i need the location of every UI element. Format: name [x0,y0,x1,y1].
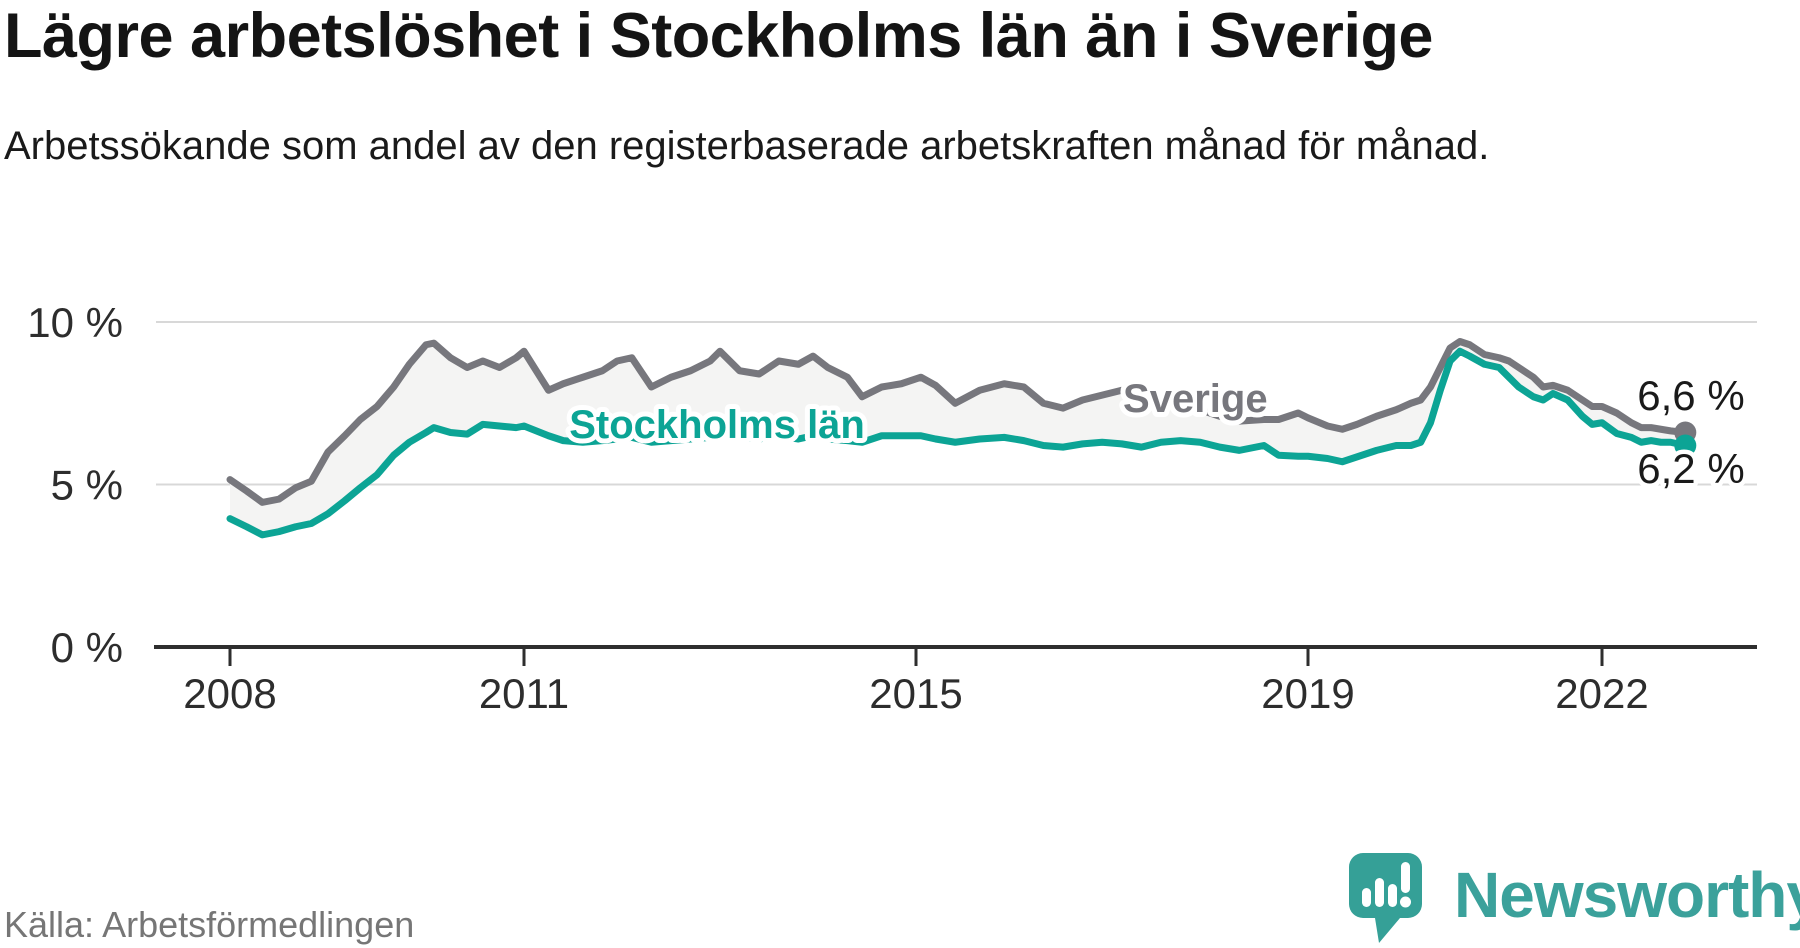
chart-subtitle: Arbetssökande som andel av den registerb… [4,124,1490,168]
logo-bar-3 [1388,884,1397,907]
x-tick-label-2011: 2011 [479,670,569,717]
series-gap-area [230,341,1686,535]
y-tick-label-0: 0 % [51,624,123,671]
newsworthy-logo-text: Newsworthy [1454,859,1800,931]
end-value-label-sverige: 6,6 % [1637,372,1744,419]
x-tick-label-2019: 2019 [1261,670,1354,717]
logo-exclamation-bar [1401,862,1410,893]
x-tick-label-2015: 2015 [869,670,962,717]
x-tick-label-2008: 2008 [183,670,276,717]
series-line-sverige [226,338,1689,506]
y-tick-label-5: 5 % [51,462,123,509]
series-label-stockholms-lan: Stockholms län [569,403,865,447]
logo-exclamation-dot [1400,896,1411,908]
speech-bubble-shape [1349,853,1422,943]
series-label-sverige: Sverige [1123,377,1268,421]
series-line-stockholms-lan [226,347,1689,539]
logo-bar-1 [1362,888,1371,907]
newsworthy-logo-icon [1349,853,1422,943]
x-tick-label-2022: 2022 [1555,670,1648,717]
y-tick-label-10: 10 % [27,299,123,346]
end-value-label-stockholms-lan: 6,2 % [1637,445,1744,492]
logo-bar-2 [1375,878,1384,907]
page-title: Lägre arbetslöshet i Stockholms län än i… [4,1,1433,71]
source-note: Källa: Arbetsförmedlingen [4,904,415,945]
series-end-dot-stockholms-lan [1674,434,1697,457]
newsworthy-logo: Newsworthy [1348,852,1800,946]
